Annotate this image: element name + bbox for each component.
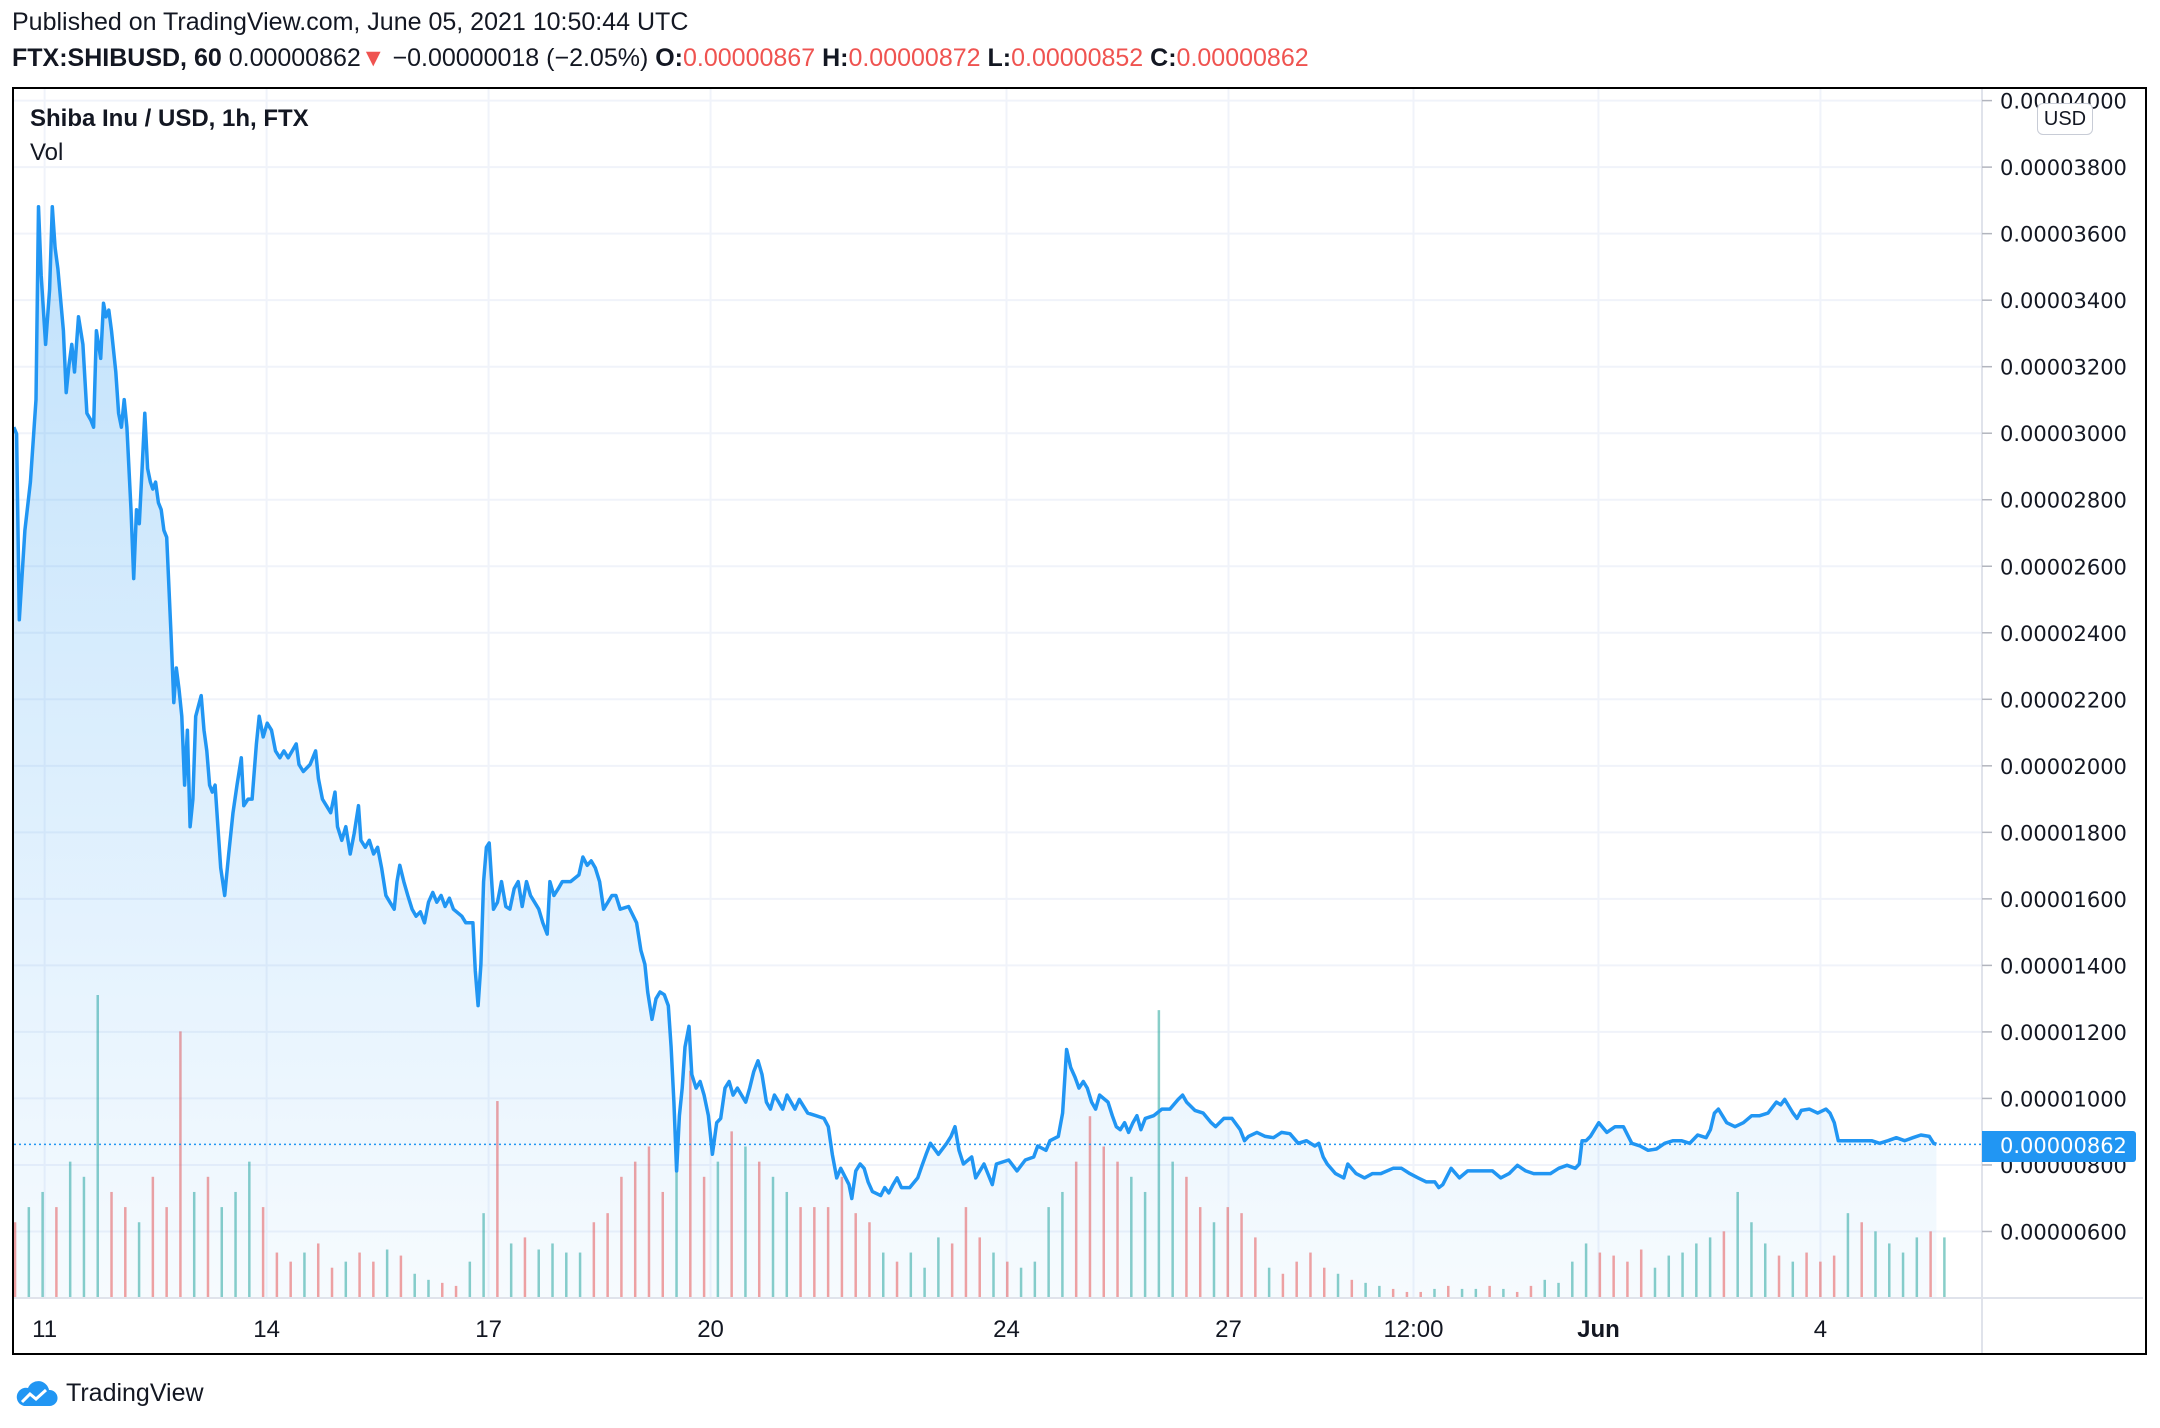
y-tick-label: 0.00003400 bbox=[2000, 289, 2127, 313]
time-axis: 11 14 17 20 24 27 12:00 Jun 4 bbox=[32, 1316, 1827, 1343]
y-tick-label: 0.00002800 bbox=[2000, 489, 2127, 513]
low-value: 0.00000852 bbox=[1011, 44, 1144, 72]
volume-bar bbox=[1943, 1237, 1946, 1298]
y-tick-label: 0.00001400 bbox=[2000, 954, 2127, 978]
y-tick-label: 0.00001200 bbox=[2000, 1021, 2127, 1045]
x-tick-label: 14 bbox=[253, 1316, 280, 1343]
y-tick-label: 0.00001600 bbox=[2000, 888, 2127, 912]
symbol-ohlc-line: FTX:SHIBUSD, 60 0.00000862▼ −0.00000018 … bbox=[12, 44, 1309, 73]
y-tick-label: 0.00001000 bbox=[2000, 1087, 2127, 1111]
y-tick-label: 0.00003800 bbox=[2000, 156, 2127, 180]
last-price: 0.00000862 bbox=[228, 44, 361, 72]
tradingview-cloud-icon bbox=[16, 1381, 58, 1406]
y-tick-label: 0.00003000 bbox=[2000, 422, 2127, 446]
high-label: H: bbox=[822, 44, 849, 72]
volume-legend[interactable]: Vol bbox=[30, 139, 64, 166]
tradingview-logo[interactable]: TradingView bbox=[14, 1376, 204, 1410]
close-value: 0.00000862 bbox=[1176, 44, 1309, 72]
symbol-label: FTX:SHIBUSD, 60 bbox=[12, 44, 222, 72]
price-area-fill bbox=[14, 206, 1937, 1298]
y-tick-label: 0.00002600 bbox=[2000, 555, 2127, 579]
price-axis: 0.000040000.000038000.000036000.00003400… bbox=[1982, 90, 2127, 1244]
x-tick-label: 12:00 bbox=[1383, 1316, 1443, 1343]
y-tick-label: 0.00002200 bbox=[2000, 688, 2127, 712]
close-label: C: bbox=[1150, 44, 1177, 72]
x-tick-label: 11 bbox=[32, 1316, 57, 1343]
x-tick-label: 17 bbox=[475, 1316, 502, 1343]
x-tick-label: 24 bbox=[993, 1316, 1020, 1343]
x-tick-label: Jun bbox=[1577, 1316, 1620, 1343]
y-tick-label: 0.00001800 bbox=[2000, 821, 2127, 845]
y-tick-label: 0.00002400 bbox=[2000, 622, 2127, 646]
last-price-tag: 0.00000862 bbox=[1982, 1131, 2136, 1162]
y-tick-label: 0.00003600 bbox=[2000, 223, 2127, 247]
low-label: L: bbox=[987, 44, 1012, 72]
chart-frame bbox=[12, 87, 2147, 1355]
y-tick-label: 0.00002000 bbox=[2000, 755, 2127, 779]
price-change: −0.00000018 (−2.05%) bbox=[392, 44, 649, 72]
open-label: O: bbox=[655, 44, 684, 72]
y-tick-label: 0.00003200 bbox=[2000, 356, 2127, 380]
open-value: 0.00000867 bbox=[683, 44, 816, 72]
price-line bbox=[14, 204, 1937, 1201]
logo-text: TradingView bbox=[66, 1378, 204, 1407]
triangle-down-icon: ▼ bbox=[360, 44, 386, 72]
x-tick-label: 27 bbox=[1215, 1316, 1242, 1343]
x-tick-label: 4 bbox=[1814, 1316, 1827, 1343]
high-value: 0.00000872 bbox=[848, 44, 981, 72]
published-line: Published on TradingView.com, June 05, 2… bbox=[12, 8, 689, 36]
y-tick-label: 0.00000600 bbox=[2000, 1220, 2127, 1244]
currency-button[interactable]: USD bbox=[2037, 103, 2093, 135]
x-tick-label: 20 bbox=[697, 1316, 724, 1343]
series-legend[interactable]: Shiba Inu / USD, 1h, FTX bbox=[30, 105, 309, 132]
